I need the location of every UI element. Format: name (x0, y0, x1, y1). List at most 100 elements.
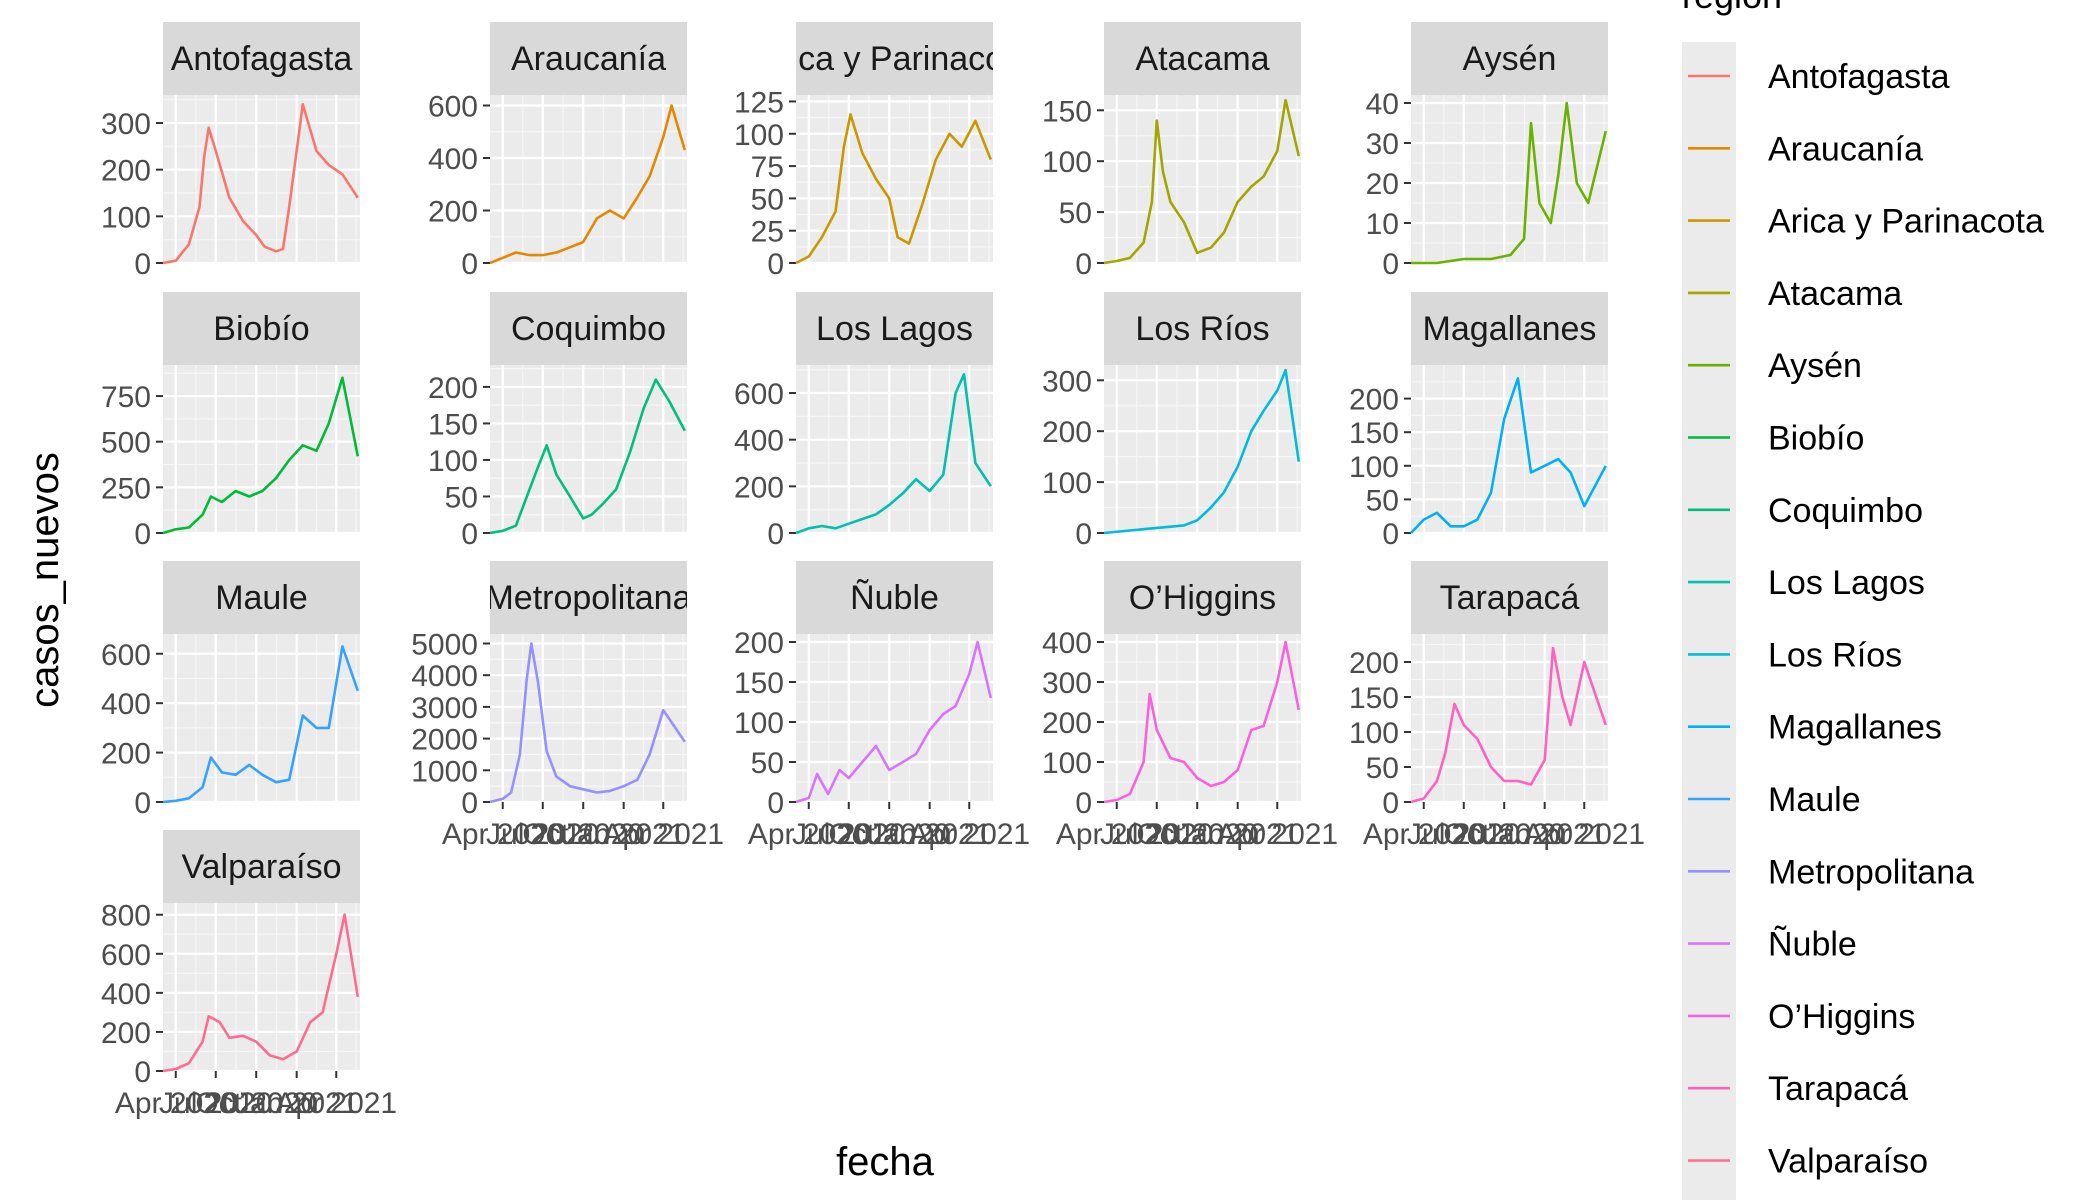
legend-label: Ñuble (1768, 926, 1857, 964)
y-tick-label: 25 (751, 216, 784, 249)
x-tick-label: Apr 2021 (1523, 818, 1645, 851)
facet-strip (1411, 561, 1608, 634)
y-tick-label: 100 (428, 445, 478, 478)
series-line (489, 642, 686, 804)
x-tick-label: Jan 2021 (1483, 818, 1606, 851)
y-tick-label: 250 (101, 472, 151, 505)
facet-strip-label: Aysén (1463, 40, 1557, 78)
y-tick-label: 0 (461, 787, 478, 820)
y-tick-label: 50 (751, 183, 784, 216)
series-line (162, 376, 360, 535)
y-tick-label: 5000 (411, 629, 478, 662)
y-tick-label: 150 (734, 667, 784, 700)
legend-label: Magallanes (1768, 709, 1942, 747)
panel: Araucanía 0 200 400 600 (428, 22, 687, 281)
y-tick-label: 4000 (411, 660, 478, 693)
y-tick-label: 0 (461, 248, 478, 281)
y-tick-label: 2000 (411, 724, 478, 757)
legend-label: Los Ríos (1768, 636, 1902, 674)
x-tick-label: Jan 2021 (562, 818, 685, 851)
x-tick-label: Jan 2021 (235, 1087, 358, 1120)
panel-background (1411, 634, 1608, 802)
y-tick-label: 0 (461, 518, 478, 551)
y-tick-label: 400 (101, 978, 151, 1011)
x-tick-label: Apr 2020 (1363, 818, 1485, 851)
y-tick-label: 100 (1042, 747, 1092, 780)
panel-background (796, 95, 993, 263)
y-tick-label: 0 (1075, 518, 1092, 551)
panel: Los Lagos 0 200 400 600 (734, 292, 993, 551)
series-line (1103, 98, 1301, 265)
legend-label: Arica y Parinacota (1768, 203, 2044, 241)
y-tick-label: 500 (101, 427, 151, 460)
panel-background (796, 365, 993, 533)
panel-background (1411, 95, 1608, 263)
series-line (1103, 368, 1301, 535)
x-tick-label: Jul 2020 (486, 818, 599, 851)
y-tick-label: 200 (1042, 416, 1092, 449)
y-tick-label: 150 (428, 408, 478, 441)
legend-label: Metropolitana (1768, 853, 1974, 891)
y-tick-label: 20 (1366, 168, 1399, 201)
x-tick-label: Apr 2020 (748, 818, 870, 851)
x-axis-title: fecha (836, 1140, 935, 1184)
legend-label: Los Lagos (1768, 564, 1925, 602)
x-tick-label: Jul 2020 (1100, 818, 1213, 851)
facet-strip-label: Maule (215, 579, 308, 617)
y-tick-label: 50 (1366, 484, 1399, 517)
legend-label: Valparaíso (1768, 1143, 1928, 1181)
y-tick-label: 600 (428, 91, 478, 124)
facet-strip-label: Valparaíso (181, 848, 341, 886)
y-tick-label: 800 (101, 900, 151, 933)
panel-background (490, 365, 687, 533)
facet-strip (1411, 292, 1608, 365)
series-line (489, 104, 687, 265)
series-line (795, 373, 992, 535)
x-tick-label: Oct 2020 (1443, 818, 1565, 851)
series-line (795, 640, 993, 804)
facet-strip (1411, 22, 1608, 95)
facet-strip (1104, 22, 1301, 95)
series-line (1410, 377, 1607, 534)
x-tick-label: Apr 2020 (442, 818, 564, 851)
panel: Atacama 0 50 100 150 (1042, 22, 1301, 281)
legend-label: Tarapacá (1768, 1070, 1908, 1108)
y-tick-label: 600 (734, 378, 784, 411)
y-tick-label: 0 (767, 787, 784, 820)
y-tick-label: 50 (751, 747, 784, 780)
y-tick-label: 0 (1075, 248, 1092, 281)
x-tick-label: Apr 2021 (275, 1087, 397, 1120)
series-line (1411, 101, 1608, 265)
legend-label: Maule (1768, 781, 1861, 819)
facet-strip-label: Magallanes (1423, 310, 1597, 348)
legend-label: Aysén (1768, 347, 1862, 385)
facet-strip-label: Los Lagos (816, 310, 973, 348)
facet-strip (1104, 292, 1301, 365)
y-tick-label: 200 (734, 627, 784, 660)
panels: Antofagasta0100200300Araucanía0200400600… (101, 22, 1645, 1120)
y-tick-label: 100 (1349, 451, 1399, 484)
y-tick-label: 400 (734, 425, 784, 458)
y-tick-label: 400 (428, 143, 478, 176)
facet-strip (163, 22, 360, 95)
panel-background (490, 95, 687, 263)
y-tick-label: 200 (1349, 647, 1399, 680)
facet-strip-label: Antofagasta (171, 40, 353, 78)
facet-strip (163, 830, 360, 903)
y-tick-label: 400 (101, 688, 151, 721)
y-tick-label: 300 (1042, 667, 1092, 700)
y-tick-label: 0 (134, 518, 151, 551)
y-tick-label: 0 (1382, 248, 1399, 281)
facet-strip-label: Arica y Parinacota (757, 40, 1033, 78)
y-tick-label: 600 (101, 939, 151, 972)
facet-strip (490, 22, 687, 95)
y-tick-label: 200 (428, 372, 478, 405)
panel: Antofagasta 0 100 200 300 (101, 22, 360, 281)
y-tick-label: 30 (1366, 128, 1399, 161)
y-tick-label: 200 (101, 155, 151, 188)
